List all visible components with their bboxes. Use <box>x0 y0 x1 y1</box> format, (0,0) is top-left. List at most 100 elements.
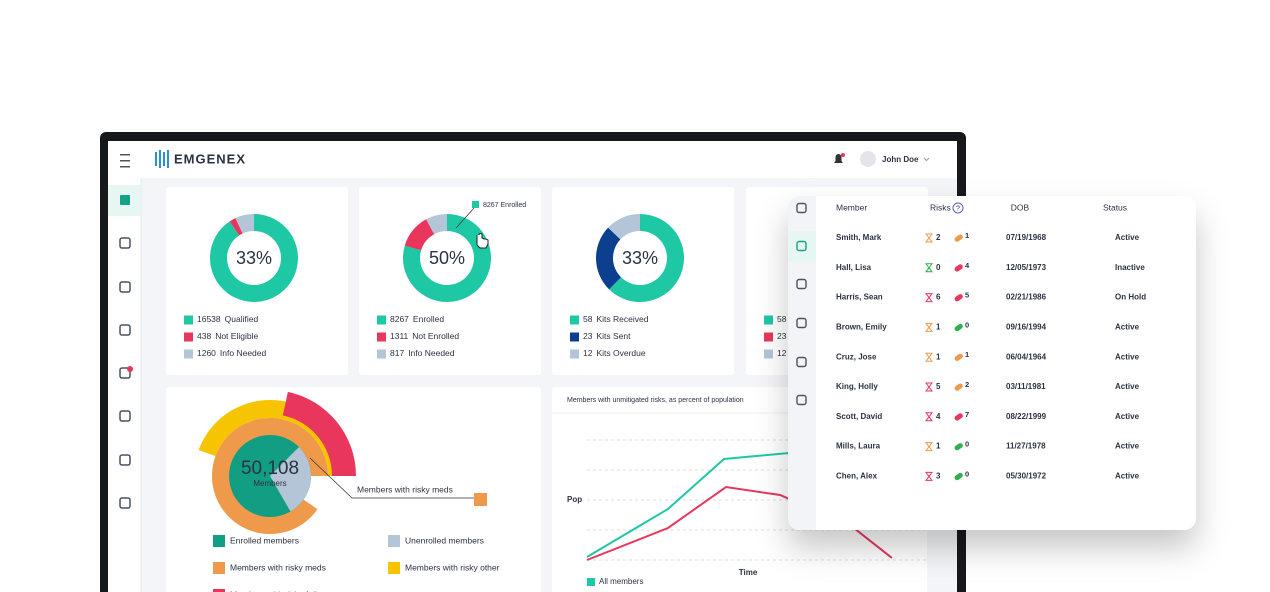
strip-icon[interactable] <box>796 202 807 214</box>
legend-swatch <box>570 315 579 325</box>
user-name[interactable]: John Doe <box>882 155 919 164</box>
risk-count: 0 <box>965 440 969 449</box>
member-name[interactable]: Hall, Lisa <box>836 263 872 272</box>
help-icon <box>952 202 964 214</box>
pill-icon <box>954 413 963 421</box>
legend-label: All members <box>599 577 643 586</box>
legend-swatch <box>213 562 225 574</box>
dob: 03/11/1981 <box>1006 382 1046 391</box>
nav-badge <box>127 366 133 372</box>
donut-segment <box>596 227 622 290</box>
status: Active <box>1115 323 1140 332</box>
risk-count: 4 <box>936 412 941 421</box>
nav-icon[interactable] <box>119 497 131 509</box>
status: Active <box>1115 472 1140 481</box>
core-unenrolled <box>270 447 311 512</box>
annotation-marker <box>474 493 487 506</box>
legend-value: 8267 <box>390 314 409 324</box>
risk-count: 6 <box>936 293 941 302</box>
legend-swatch <box>213 535 225 547</box>
members-count: 50,108 <box>241 458 299 479</box>
hourglass-icon <box>925 412 933 422</box>
pill-icon <box>954 443 963 451</box>
avatar[interactable] <box>860 151 876 167</box>
annotation: Members with risky meds <box>357 484 453 494</box>
strip-icon[interactable] <box>796 317 807 329</box>
bell-icon[interactable] <box>834 154 843 163</box>
top-bar <box>108 141 957 178</box>
member-name[interactable]: Brown, Emily <box>836 323 887 332</box>
risk-count: 1 <box>936 352 941 361</box>
summary-card <box>166 187 348 375</box>
pill-icon <box>954 264 963 272</box>
strip-icon[interactable] <box>796 356 807 368</box>
cursor-hand <box>476 233 489 249</box>
legend-text: 438 Not Eligible <box>197 331 258 341</box>
risk-count: 5 <box>965 291 969 300</box>
pill-icon <box>954 234 963 242</box>
dob: 06/04/1964 <box>1006 352 1047 361</box>
legend-swatch <box>587 578 595 586</box>
risk-count: 4 <box>965 261 970 270</box>
nav-icon[interactable] <box>120 195 130 205</box>
tooltip-leader <box>455 207 475 229</box>
y-axis-label: Pop <box>567 495 582 504</box>
member-name[interactable]: Cruz, Jose <box>836 352 877 361</box>
caret <box>923 157 930 162</box>
legend-label: Unenrolled members <box>405 535 484 545</box>
summary-card <box>359 187 541 375</box>
member-name[interactable]: Smith, Mark <box>836 233 882 242</box>
dob: 11/27/1978 <box>1006 442 1046 451</box>
donut-center-label: 50% <box>429 248 465 268</box>
legend-text: 1260 Info Needed <box>197 348 267 358</box>
annotation-leader <box>309 457 476 499</box>
menu-icon-bar <box>120 160 130 162</box>
series-line <box>586 485 893 561</box>
status: Active <box>1115 412 1140 421</box>
pill-icon <box>954 294 963 302</box>
nav-icon[interactable] <box>119 281 131 293</box>
nav-icon[interactable] <box>119 237 131 249</box>
bell-dot <box>841 153 845 157</box>
legend-text: 58 <box>777 314 787 324</box>
legend-swatch <box>764 315 773 325</box>
member-name[interactable]: Mills, Laura <box>836 442 881 451</box>
nav-icon[interactable] <box>119 324 131 336</box>
sidebar <box>108 178 141 592</box>
risk-count: 7 <box>965 410 969 419</box>
risk-count: 1 <box>965 231 969 240</box>
risk-count: 0 <box>965 320 969 329</box>
legend-value: 1260 <box>197 348 216 358</box>
legend-value: 817 <box>390 348 404 358</box>
strip-icon[interactable] <box>796 278 807 290</box>
hourglass-icon <box>925 382 933 392</box>
strip-icon[interactable] <box>796 240 807 252</box>
hourglass-icon <box>925 322 933 332</box>
legend-value: 12 <box>583 348 593 358</box>
strip-icon[interactable] <box>796 394 807 406</box>
tooltip-swatch <box>472 201 479 208</box>
nav-icon[interactable] <box>119 454 131 466</box>
legend-value: 12 <box>777 348 787 358</box>
x-axis-label: Time <box>739 568 758 577</box>
legend-value: 23 <box>583 331 593 341</box>
member-name[interactable]: Chen, Alex <box>836 472 878 481</box>
legend-swatch <box>184 315 193 325</box>
risk-count: 0 <box>936 263 941 272</box>
legend-text: 23 Kits Sent <box>583 331 631 341</box>
member-name[interactable]: Harris, Sean <box>836 293 883 302</box>
dob: 07/19/1968 <box>1006 233 1047 242</box>
hourglass-icon <box>925 293 933 303</box>
member-name[interactable]: Scott, David <box>836 412 882 421</box>
nav-icon[interactable] <box>119 367 131 379</box>
legend-label: Members with risky meds <box>230 562 326 572</box>
panel-strip <box>788 196 816 530</box>
hourglass-icon <box>925 471 933 481</box>
column-header: Member <box>836 202 867 212</box>
donut-center-label: 33% <box>622 248 658 268</box>
ring-risky-meds <box>212 418 328 534</box>
member-name[interactable]: King, Holly <box>836 382 878 391</box>
nav-icon[interactable] <box>119 410 131 422</box>
legend-swatch <box>570 349 579 359</box>
hourglass-icon <box>925 352 933 362</box>
